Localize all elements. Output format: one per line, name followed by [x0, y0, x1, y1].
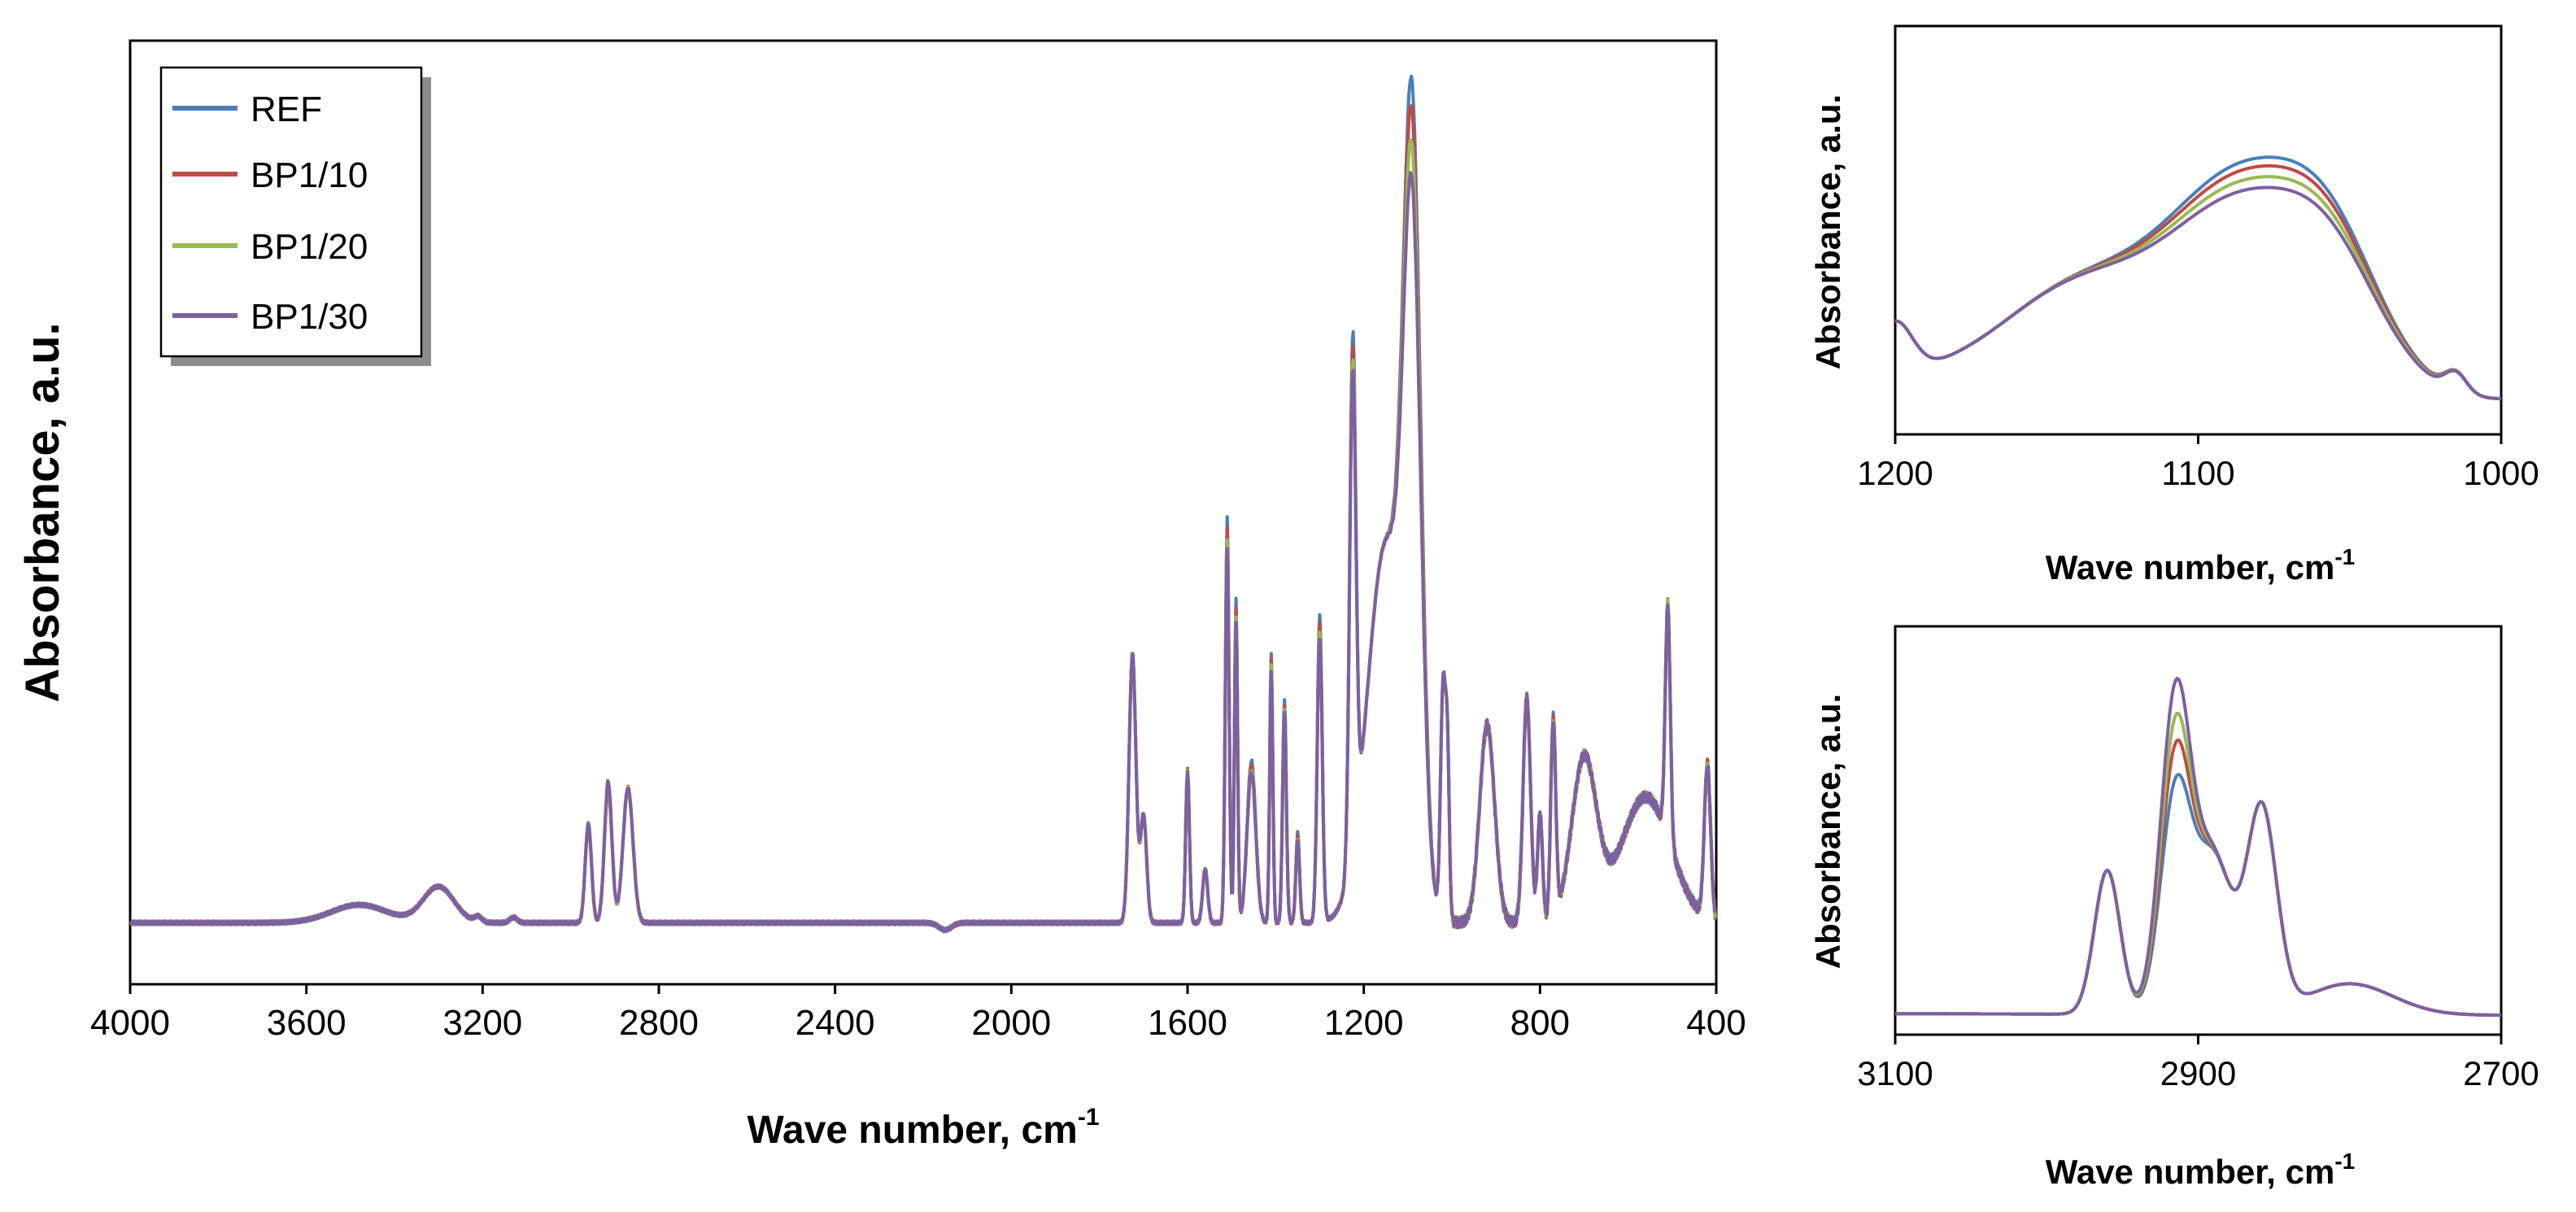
main-x-ticks: 4000 3600 3200 2800 2400 2000 1600 1200 800 400: [90, 984, 1746, 1043]
x-tick-label-1000: 1000: [2463, 454, 2539, 492]
legend-entry-bp1-30: BP1/30: [172, 297, 368, 337]
x-tick-label-3600: 3600: [267, 1003, 347, 1043]
x-tick-label-1100: 1100: [2161, 454, 2234, 492]
x-tick-label-400: 400: [1686, 1003, 1746, 1043]
inset-bottom-series-group: [1895, 676, 2501, 1017]
main-x-axis-label-sup: -1: [1078, 1104, 1100, 1131]
legend-label-bp1-10: BP1/10: [251, 155, 368, 195]
inset-top-series-line-4: [1894, 185, 2502, 401]
x-tick-label-3100: 3100: [1857, 1054, 1933, 1092]
main-x-axis-label: Wave number, cm-1: [747, 1104, 1099, 1152]
legend-box: [159, 66, 423, 358]
legend-entry-ref: REF: [172, 89, 322, 129]
main-y-axis-label: Absorbance, a.u.: [16, 322, 69, 702]
inset-top-x-ticks: 1200 1100 1000: [1857, 434, 2539, 492]
inset-top-chart: 1200 1100 1000 Wave number, cm-1 Absorbanc…: [1809, 24, 2539, 586]
x-tick-label-800: 800: [1510, 1003, 1570, 1043]
x-tick-label-2700: 2700: [2463, 1054, 2539, 1092]
inset-bottom-series-line-4: [1895, 676, 2501, 1017]
x-tick-label-2800: 2800: [619, 1003, 699, 1043]
inset-bottom-x-axis-label: Wave number, cm-1: [2046, 1149, 2355, 1191]
inset-top-x-axis-label-sup: -1: [2334, 544, 2355, 569]
legend-label-ref: REF: [251, 89, 322, 129]
inset-bottom-chart: 3100 2900 2700 Wave number, cm-1 Absorbanc…: [1809, 625, 2539, 1191]
legend-label-bp1-20: BP1/20: [251, 227, 368, 267]
main-chart: 4000 3600 3200 2800 2400 2000 1600 1200 800 400 W…: [16, 39, 1746, 1152]
x-tick-label-4000: 4000: [90, 1003, 170, 1043]
legend-entry-bp1-20: BP1/20: [172, 227, 368, 267]
main-series-group: [129, 74, 1717, 934]
x-tick-label-2000: 2000: [971, 1003, 1051, 1043]
x-tick-label-1600: 1600: [1148, 1003, 1227, 1043]
inset-top-x-axis-label: Wave number, cm-1: [2046, 544, 2355, 586]
legend-entry-bp1-10: BP1/10: [172, 155, 368, 195]
x-tick-label-1200: 1200: [1857, 454, 1933, 492]
inset-top-y-axis-label: Absorbance, a.u.: [1809, 94, 1847, 369]
legend: REF BP1/10 BP1/20 BP1/30: [159, 66, 431, 366]
x-tick-label-1200: 1200: [1324, 1003, 1404, 1043]
main-series-line-bp1-30: [129, 171, 1717, 934]
inset-top-series-group: [1894, 155, 2502, 401]
inset-bottom-x-ticks: 3100 2900 2700: [1857, 1035, 2539, 1092]
x-tick-label-3200: 3200: [442, 1003, 522, 1043]
inset-top-plot-area: [1894, 24, 2503, 436]
inset-bottom-x-axis-label-sup: -1: [2334, 1149, 2355, 1174]
inset-bottom-y-axis-label: Absorbance, a.u.: [1809, 694, 1847, 969]
legend-label-bp1-30: BP1/30: [251, 297, 368, 337]
x-tick-label-2900: 2900: [2160, 1054, 2236, 1092]
x-tick-label-2400: 2400: [795, 1003, 875, 1043]
